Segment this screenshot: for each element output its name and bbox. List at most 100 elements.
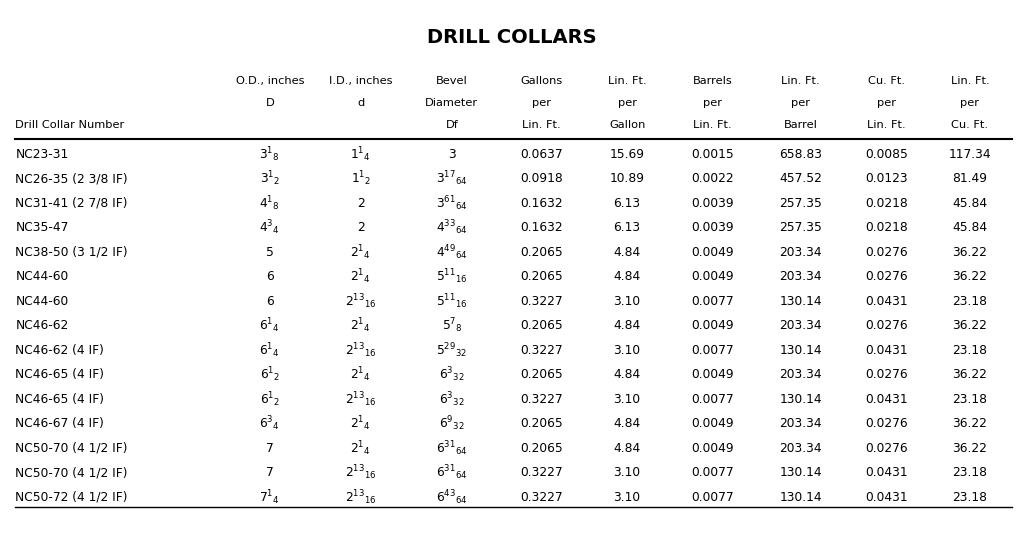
Text: 3: 3 (449, 148, 456, 161)
Text: 0.0637: 0.0637 (520, 148, 563, 161)
Text: Drill Collar Number: Drill Collar Number (15, 120, 125, 130)
Text: 0.0218: 0.0218 (865, 221, 907, 234)
Text: 6$^1$$_4$: 6$^1$$_4$ (259, 341, 281, 360)
Text: 0.0431: 0.0431 (865, 393, 907, 406)
Text: 23.18: 23.18 (952, 393, 987, 406)
Text: NC50-70 (4 1/2 IF): NC50-70 (4 1/2 IF) (15, 442, 128, 455)
Text: 23.18: 23.18 (952, 466, 987, 480)
Text: 23.18: 23.18 (952, 344, 987, 357)
Text: 5$^{11}$$_{16}$: 5$^{11}$$_{16}$ (436, 292, 468, 311)
Text: Cu. Ft.: Cu. Ft. (868, 76, 905, 86)
Text: Gallons: Gallons (520, 76, 562, 86)
Text: 7$^1$$_4$: 7$^1$$_4$ (259, 488, 281, 507)
Text: 36.22: 36.22 (952, 319, 987, 333)
Text: 0.2065: 0.2065 (520, 319, 563, 333)
Text: 4.84: 4.84 (613, 417, 641, 431)
Text: Lin. Ft.: Lin. Ft. (867, 120, 905, 130)
Text: 23.18: 23.18 (952, 295, 987, 308)
Text: 4.84: 4.84 (613, 442, 641, 455)
Text: D: D (265, 98, 274, 108)
Text: per: per (961, 98, 979, 108)
Text: 0.0431: 0.0431 (865, 344, 907, 357)
Text: Barrel: Barrel (783, 120, 817, 130)
Text: 6$^3$$_{32}$: 6$^3$$_{32}$ (439, 390, 465, 409)
Text: 0.0276: 0.0276 (865, 319, 907, 333)
Text: 0.0218: 0.0218 (865, 197, 907, 210)
Text: 7: 7 (266, 442, 273, 455)
Text: d: d (357, 98, 365, 108)
Text: O.D., inches: O.D., inches (236, 76, 304, 86)
Text: 5$^{11}$$_{16}$: 5$^{11}$$_{16}$ (436, 267, 468, 286)
Text: 0.0276: 0.0276 (865, 417, 907, 431)
Text: 4.84: 4.84 (613, 368, 641, 382)
Text: NC38-50 (3 1/2 IF): NC38-50 (3 1/2 IF) (15, 246, 128, 259)
Text: 0.0049: 0.0049 (691, 442, 734, 455)
Text: 203.34: 203.34 (779, 368, 822, 382)
Text: 81.49: 81.49 (952, 172, 987, 185)
Text: 5$^{29}$$_{32}$: 5$^{29}$$_{32}$ (436, 341, 468, 360)
Text: 0.0049: 0.0049 (691, 246, 734, 259)
Text: Diameter: Diameter (425, 98, 478, 108)
Text: NC50-72 (4 1/2 IF): NC50-72 (4 1/2 IF) (15, 491, 128, 504)
Text: Gallon: Gallon (609, 120, 645, 130)
Text: NC46-65 (4 IF): NC46-65 (4 IF) (15, 393, 104, 406)
Text: per: per (703, 98, 722, 108)
Text: Lin. Ft.: Lin. Ft. (608, 76, 646, 86)
Text: 5: 5 (266, 246, 273, 259)
Text: 130.14: 130.14 (779, 393, 822, 406)
Text: 203.34: 203.34 (779, 270, 822, 284)
Text: 0.0431: 0.0431 (865, 491, 907, 504)
Text: 3.10: 3.10 (613, 491, 641, 504)
Text: NC44-60: NC44-60 (15, 295, 69, 308)
Text: NC46-62: NC46-62 (15, 319, 69, 333)
Text: 0.0022: 0.0022 (691, 172, 734, 185)
Text: 36.22: 36.22 (952, 368, 987, 382)
Text: 2$^{13}$$_{16}$: 2$^{13}$$_{16}$ (345, 488, 377, 507)
Text: Barrels: Barrels (693, 76, 733, 86)
Text: 2$^1$$_4$: 2$^1$$_4$ (350, 267, 372, 286)
Text: 0.3227: 0.3227 (520, 466, 563, 480)
Text: 0.0039: 0.0039 (691, 197, 734, 210)
Text: 3.10: 3.10 (613, 393, 641, 406)
Text: 2$^{13}$$_{16}$: 2$^{13}$$_{16}$ (345, 390, 377, 409)
Text: 0.0276: 0.0276 (865, 368, 907, 382)
Text: NC31-41 (2 7/8 IF): NC31-41 (2 7/8 IF) (15, 197, 128, 210)
Text: 0.0431: 0.0431 (865, 295, 907, 308)
Text: 130.14: 130.14 (779, 344, 822, 357)
Text: 1$^1$$_2$: 1$^1$$_2$ (350, 169, 371, 188)
Text: 3.10: 3.10 (613, 344, 641, 357)
Text: 6$^1$$_2$: 6$^1$$_2$ (260, 390, 280, 409)
Text: 0.0918: 0.0918 (520, 172, 563, 185)
Text: 3$^1$$_2$: 3$^1$$_2$ (260, 169, 280, 188)
Text: 0.0039: 0.0039 (691, 221, 734, 234)
Text: 7: 7 (266, 466, 273, 480)
Text: 3.10: 3.10 (613, 466, 641, 480)
Text: 4$^{33}$$_{64}$: 4$^{33}$$_{64}$ (436, 218, 468, 237)
Text: 15.69: 15.69 (609, 148, 644, 161)
Text: 0.0276: 0.0276 (865, 442, 907, 455)
Text: 4$^{49}$$_{64}$: 4$^{49}$$_{64}$ (436, 243, 468, 262)
Text: 1$^1$$_4$: 1$^1$$_4$ (350, 145, 372, 164)
Text: 36.22: 36.22 (952, 442, 987, 455)
Text: Bevel: Bevel (436, 76, 468, 86)
Text: NC35-47: NC35-47 (15, 221, 69, 234)
Text: 3$^{61}$$_{64}$: 3$^{61}$$_{64}$ (436, 194, 468, 213)
Text: 3$^1$$_8$: 3$^1$$_8$ (259, 145, 281, 164)
Text: 0.0049: 0.0049 (691, 319, 734, 333)
Text: 0.0077: 0.0077 (691, 491, 734, 504)
Text: per: per (877, 98, 896, 108)
Text: 2$^{13}$$_{16}$: 2$^{13}$$_{16}$ (345, 292, 377, 311)
Text: NC46-62 (4 IF): NC46-62 (4 IF) (15, 344, 104, 357)
Text: NC50-70 (4 1/2 IF): NC50-70 (4 1/2 IF) (15, 466, 128, 480)
Text: 0.0049: 0.0049 (691, 368, 734, 382)
Text: 36.22: 36.22 (952, 417, 987, 431)
Text: 6: 6 (266, 270, 273, 284)
Text: 0.2065: 0.2065 (520, 270, 563, 284)
Text: 0.0276: 0.0276 (865, 270, 907, 284)
Text: 0.0077: 0.0077 (691, 393, 734, 406)
Text: 3.10: 3.10 (613, 295, 641, 308)
Text: 6$^{31}$$_{64}$: 6$^{31}$$_{64}$ (436, 439, 468, 458)
Text: DRILL COLLARS: DRILL COLLARS (427, 28, 597, 47)
Text: 203.34: 203.34 (779, 246, 822, 259)
Text: 36.22: 36.22 (952, 246, 987, 259)
